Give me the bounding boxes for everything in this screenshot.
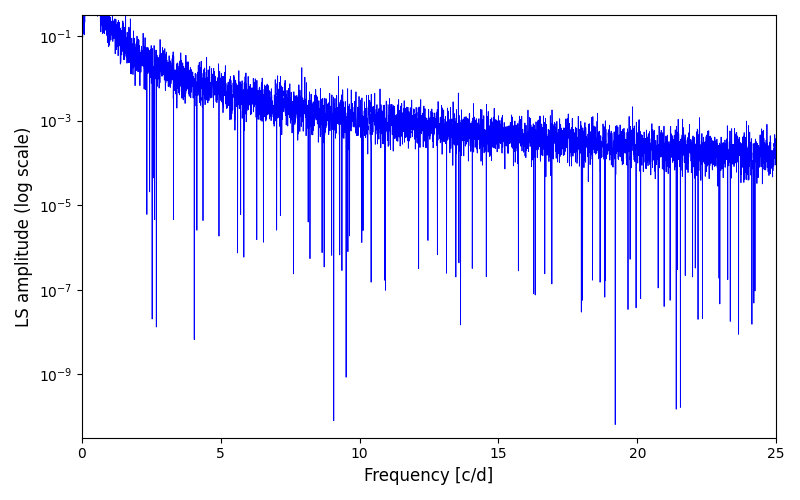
X-axis label: Frequency [c/d]: Frequency [c/d] xyxy=(364,467,494,485)
Y-axis label: LS amplitude (log scale): LS amplitude (log scale) xyxy=(15,126,33,326)
